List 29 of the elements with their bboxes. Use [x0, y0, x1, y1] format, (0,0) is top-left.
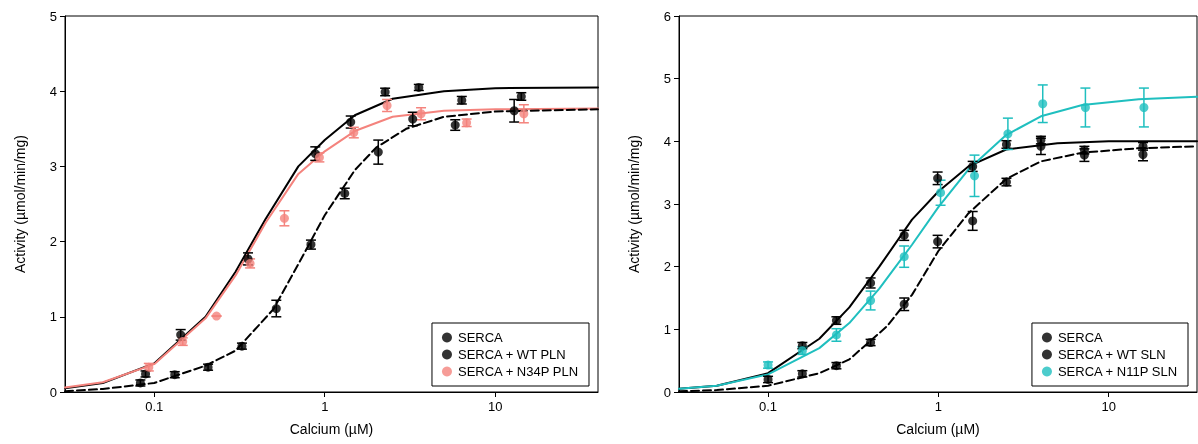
y-axis-title: Activity (µmol/min/mg)	[626, 135, 642, 273]
y-tick-label: 5	[49, 8, 57, 24]
y-tick-label: 1	[49, 309, 57, 325]
y-tick-label: 6	[663, 8, 671, 24]
x-tick-label: 10	[488, 399, 503, 414]
x-tick-label: 1	[321, 399, 329, 414]
y-tick-label: 1	[663, 321, 671, 337]
y-tick-label: 3	[663, 196, 671, 212]
y-axis-title: Activity (µmol/min/mg)	[12, 135, 28, 273]
y-tick-label: 5	[663, 71, 671, 87]
y-tick-label: 4	[663, 133, 671, 149]
legend-label: SERCA + WT SLN	[1057, 347, 1166, 362]
y-tick-label: 2	[49, 234, 57, 250]
y-tick-label: 0	[663, 384, 671, 400]
x-tick-label: 10	[1101, 399, 1116, 414]
legend-label: SERCA + WT PLN	[457, 347, 566, 362]
x-tick-label: 0.1	[759, 399, 778, 414]
legend-label: SERCA	[457, 330, 504, 345]
x-axis-title: Calcium (µM)	[289, 421, 374, 437]
x-axis-title: Calcium (µM)	[896, 421, 980, 437]
legend-label: SERCA	[1057, 330, 1104, 345]
x-tick-label: 1	[934, 399, 942, 414]
y-tick-label: 4	[49, 83, 57, 99]
legend-label: SERCA + N11P SLN	[1057, 364, 1178, 379]
y-tick-label: 0	[49, 384, 57, 400]
y-tick-label: 2	[663, 259, 671, 275]
legend-label: SERCA + N34P PLN	[457, 364, 579, 379]
x-tick-label: 0.1	[145, 399, 164, 414]
y-tick-label: 3	[49, 158, 57, 174]
